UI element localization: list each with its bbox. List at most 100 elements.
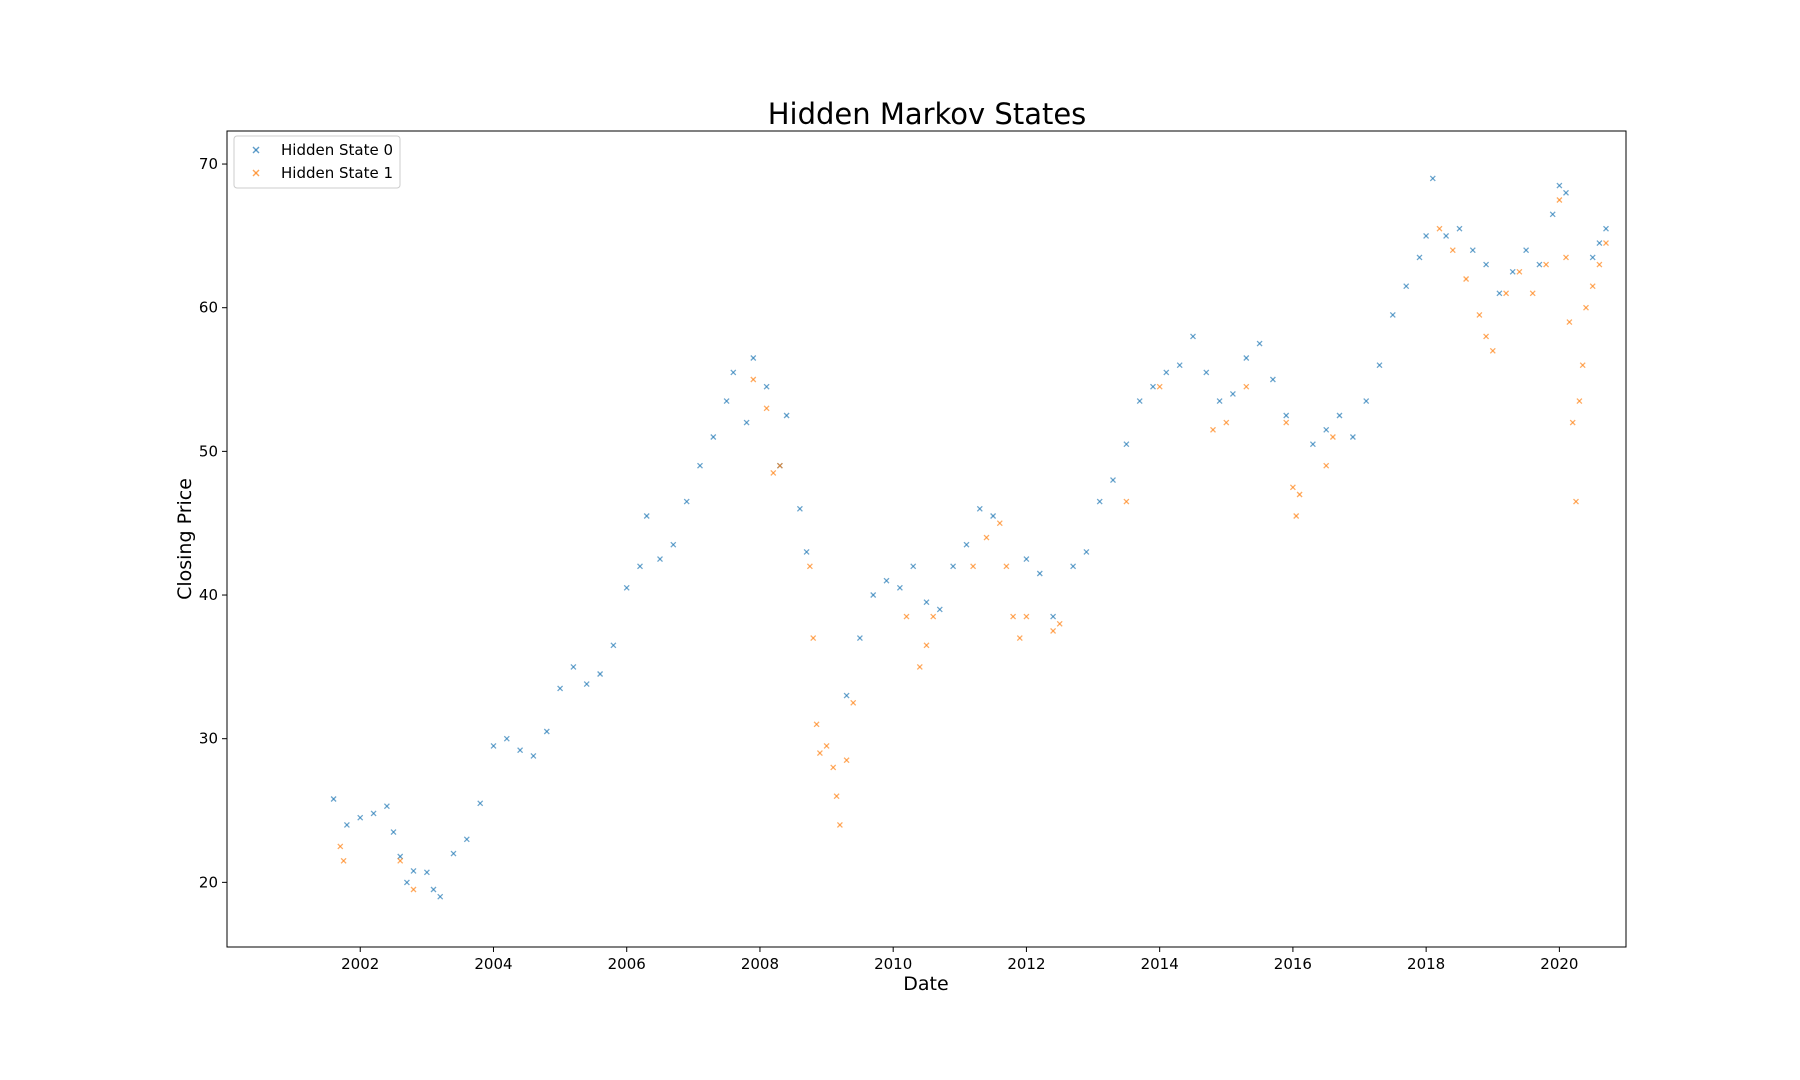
data-point-state-0 [1556,182,1563,189]
data-point-state-0 [570,663,577,670]
data-point-state-1 [830,764,837,771]
data-point-state-1 [776,462,783,469]
data-point-state-1 [1573,498,1579,505]
data-point-state-0 [896,584,903,591]
data-point-state-1 [1329,434,1336,440]
data-point-state-1 [1543,261,1550,268]
data-point-state-1 [1516,268,1523,275]
data-point-state-0 [430,886,437,893]
data-point-state-0 [1523,247,1530,254]
data-point-state-0 [683,498,690,505]
data-point-state-1 [1529,290,1536,297]
data-point-state-0 [1243,355,1250,361]
data-point-state-1 [916,663,923,670]
data-point-state-0 [1176,362,1183,369]
legend-marker-state-0 [252,146,260,154]
data-point-state-1 [923,642,930,649]
data-point-state-0 [697,462,703,469]
data-point-state-0 [936,606,943,613]
data-point-state-0 [643,513,650,519]
x-axis-label: Date [903,973,948,995]
data-point-state-0 [437,893,444,900]
data-point-state-0 [1123,441,1130,448]
data-point-state-0 [1596,240,1603,247]
data-point-state-0 [1483,261,1490,268]
data-point-state-0 [1070,563,1077,570]
data-point-state-1 [970,563,977,570]
data-point-state-0 [763,383,770,390]
x-tick-label: 2016 [1274,955,1312,973]
x-tick-label: 2018 [1407,955,1445,973]
data-point-state-0 [1416,254,1423,261]
data-point-state-0 [1036,570,1043,577]
data-point-state-1 [833,793,840,800]
legend: Hidden State 0 Hidden State 1 [233,135,401,189]
data-point-state-0 [1336,412,1343,419]
chart-title: Hidden Markov States [768,97,1087,131]
data-point-state-1 [1210,426,1216,433]
x-axis-ticks: 2002 2004 2006 2008 2010 2012 2014 2016 2018 2020 [341,947,1578,973]
plot-frame [226,130,1627,948]
legend-marker-state-1 [252,169,260,177]
data-point-state-0 [503,735,510,742]
data-point-state-0 [870,592,877,598]
data-point-state-1 [806,563,813,570]
data-point-state-0 [1203,369,1210,376]
y-tick-label: 50 [199,442,218,460]
data-point-state-1 [1243,383,1250,390]
data-point-state-0 [1496,290,1503,297]
data-point-state-0 [1536,261,1543,268]
data-point-state-1 [813,721,820,728]
data-point-state-0 [856,635,863,642]
x-tick-label: 2020 [1540,955,1578,973]
data-point-state-1 [1223,419,1230,426]
data-point-state-0 [1456,225,1463,232]
data-point-state-1 [1296,491,1303,498]
data-point-state-0 [463,836,470,843]
data-point-state-0 [530,752,537,759]
data-point-state-0 [1429,175,1436,182]
data-point-state-1 [1123,498,1130,505]
data-point-state-0 [1023,556,1030,563]
data-point-state-1 [1289,484,1296,491]
data-point-state-0 [370,810,377,817]
data-point-state-0 [1136,398,1143,405]
data-point-state-0 [1509,268,1516,275]
y-axis-ticks: 20 30 40 50 60 70 [199,155,227,891]
data-point-state-0 [1050,613,1057,620]
data-point-state-0 [450,850,457,857]
legend-box [233,135,401,189]
data-point-state-1 [750,376,757,383]
data-point-state-1 [1563,254,1569,261]
data-point-state-0 [910,563,917,570]
data-point-state-0 [1443,232,1450,239]
x-tick-label: 2014 [1141,955,1179,973]
data-point-state-0 [963,541,970,548]
data-point-state-1 [1579,362,1586,369]
data-point-state-1 [337,843,344,850]
data-point-state-0 [1323,426,1330,433]
data-point-state-0 [950,563,957,570]
data-point-state-1 [340,857,347,864]
data-point-state-0 [657,556,663,563]
data-point-state-0 [557,685,564,692]
data-point-state-0 [397,853,404,860]
data-point-state-0 [1283,412,1290,419]
data-point-state-1 [1056,620,1063,627]
legend-label-state-1: Hidden State 1 [281,164,393,182]
data-point-state-1 [1449,247,1456,254]
x-tick-label: 2010 [874,955,912,973]
data-point-state-0 [1469,247,1476,254]
data-point-state-0 [750,355,757,361]
data-point-state-0 [517,747,524,754]
data-point-state-1 [763,405,770,412]
data-point-state-1 [843,757,850,764]
data-point-state-1 [1483,333,1490,340]
data-point-state-0 [543,728,550,735]
data-point-state-0 [723,398,730,405]
data-point-state-1 [1023,613,1030,620]
data-point-state-0 [1150,383,1156,390]
data-point-state-0 [610,642,617,649]
data-point-state-1 [1489,347,1496,354]
